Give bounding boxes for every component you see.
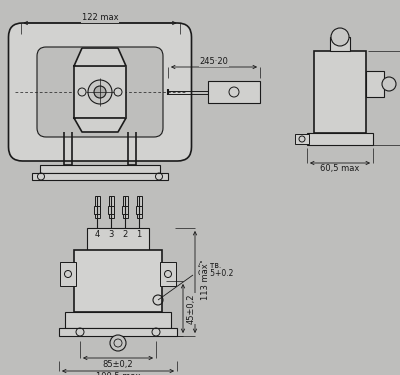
- Bar: [65, 312, 171, 328]
- Text: 245·20: 245·20: [200, 57, 228, 66]
- Text: 3: 3: [108, 230, 114, 239]
- Text: 100,5 max: 100,5 max: [96, 372, 140, 375]
- Text: 4: 4: [94, 230, 100, 239]
- Bar: [208, 81, 260, 103]
- Bar: [136, 196, 142, 218]
- Circle shape: [331, 28, 349, 46]
- Bar: [314, 51, 366, 133]
- Text: 85±0,2: 85±0,2: [103, 360, 133, 369]
- Text: Φ6,5+0.2: Φ6,5+0.2: [198, 269, 234, 278]
- Bar: [32, 173, 168, 180]
- Text: 2: 2: [122, 230, 128, 239]
- Bar: [108, 206, 114, 214]
- Bar: [122, 206, 128, 214]
- FancyBboxPatch shape: [37, 47, 163, 137]
- Bar: [136, 206, 142, 214]
- Text: 60,5 max: 60,5 max: [320, 165, 360, 174]
- Polygon shape: [74, 48, 126, 66]
- Text: 122 max: 122 max: [82, 13, 118, 22]
- Bar: [74, 250, 162, 312]
- Bar: [94, 206, 100, 214]
- Circle shape: [382, 77, 396, 91]
- Bar: [295, 134, 309, 144]
- Bar: [160, 262, 176, 286]
- Bar: [94, 196, 100, 218]
- Bar: [87, 228, 149, 250]
- Bar: [366, 71, 384, 97]
- Bar: [122, 196, 128, 218]
- Bar: [108, 196, 114, 218]
- Bar: [307, 133, 373, 145]
- Bar: [60, 262, 76, 286]
- Bar: [74, 66, 126, 118]
- Bar: [40, 165, 160, 173]
- Circle shape: [110, 335, 126, 351]
- Text: 4 отв.: 4 отв.: [198, 261, 221, 270]
- FancyBboxPatch shape: [8, 23, 192, 161]
- Polygon shape: [74, 118, 126, 132]
- Text: 113 max: 113 max: [200, 264, 210, 300]
- Bar: [59, 328, 177, 336]
- Text: 1: 1: [136, 230, 142, 239]
- Text: 45±0,2: 45±0,2: [186, 293, 196, 324]
- Circle shape: [88, 80, 112, 104]
- Bar: [330, 37, 350, 51]
- Circle shape: [94, 86, 106, 98]
